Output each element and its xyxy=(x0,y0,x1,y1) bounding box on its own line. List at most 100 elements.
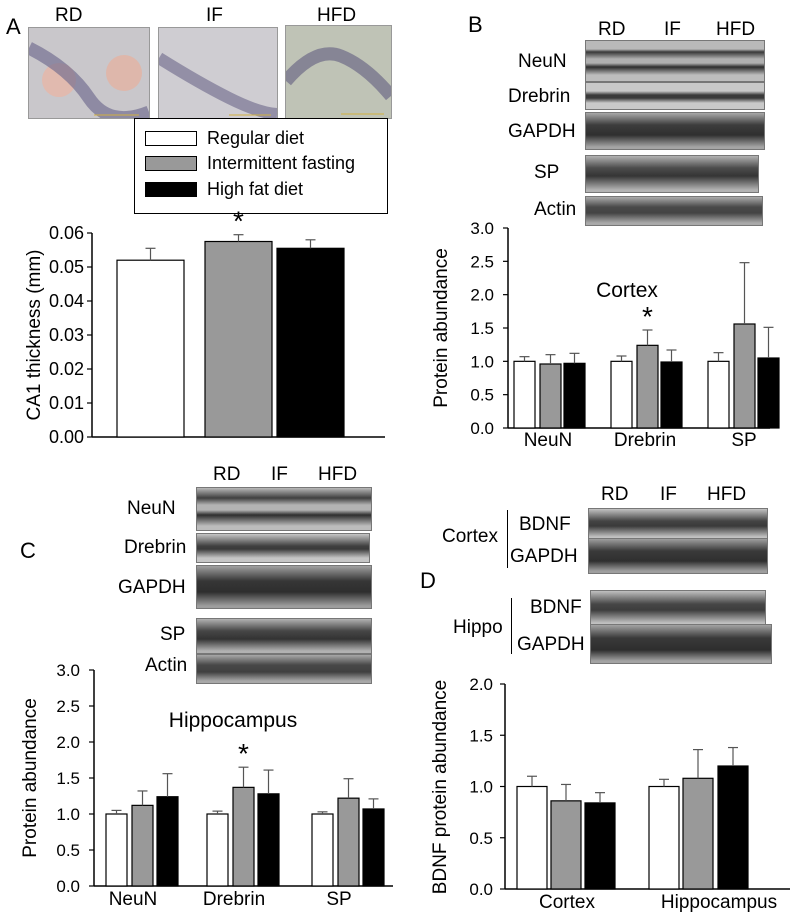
legend-label-hfd: High fat diet xyxy=(207,179,304,199)
blot-c-drebrin xyxy=(196,533,370,563)
legend-swatch-regular xyxy=(145,131,197,146)
chart-d-bar xyxy=(717,765,749,890)
chart-a-ytick-label: 0.00 xyxy=(49,427,84,447)
blot-b-col-rd: RD xyxy=(598,19,626,40)
legend: Regular diet Intermittent fasting High f… xyxy=(134,118,388,214)
blot-b-drebrin xyxy=(585,82,765,110)
chart-a-significance-mark: * xyxy=(233,206,244,237)
panel-letter-b: B xyxy=(468,12,483,37)
blot-c-gapdh xyxy=(196,565,372,609)
chart-c-ytick-label: 3.0 xyxy=(56,661,80,680)
chart-c-category-label: Drebrin xyxy=(203,889,265,910)
blot-c-neun xyxy=(196,487,372,531)
blot-d-cortex-divider xyxy=(507,510,508,568)
blot-d-group-cortex: Cortex xyxy=(442,526,498,547)
chart-d-category-label: Cortex xyxy=(539,892,595,913)
chart-b-ytick-label: 2.5 xyxy=(470,252,494,271)
chart-d-bar xyxy=(648,785,680,890)
chart-b-ytick-label: 1.5 xyxy=(470,319,494,338)
blot-d-hippo-gapdh xyxy=(590,624,772,664)
panel-letter-d: D xyxy=(420,568,436,593)
chart-b-bar xyxy=(733,323,756,429)
chart-b-bar xyxy=(563,362,586,429)
blot-d-col-if: IF xyxy=(660,484,677,505)
micrograph-label-rd: RD xyxy=(55,5,83,26)
micrograph-if xyxy=(158,27,278,119)
blot-c-label-drebrin: Drebrin xyxy=(124,537,187,558)
chart-a-bar xyxy=(276,247,345,438)
chart-d-bar xyxy=(682,777,714,890)
blot-c-sp xyxy=(196,618,372,654)
micrograph-hfd xyxy=(285,25,392,119)
chart-c-bar xyxy=(232,786,255,887)
chart-c-bar xyxy=(156,796,179,887)
blot-d-col-rd: RD xyxy=(601,484,629,505)
chart-c-bar xyxy=(311,813,334,887)
blot-c-label-actin: Actin xyxy=(145,655,188,676)
blot-b-label-sp: SP xyxy=(534,162,560,183)
panel-letter-c: C xyxy=(20,538,36,563)
chart-b-ytick-label: 0.0 xyxy=(470,419,494,438)
chart-b-bar xyxy=(660,361,683,429)
chart-c-significance-mark: * xyxy=(238,738,249,769)
blot-b-col-hfd: HFD xyxy=(716,19,756,40)
chart-c-bar xyxy=(131,804,154,887)
chart-c-bar xyxy=(337,797,360,887)
chart-a-bar xyxy=(204,240,273,438)
chart-d-ytick-label: 2.0 xyxy=(469,675,493,694)
micrograph-rd xyxy=(28,27,150,119)
blot-d-cortex-gapdh xyxy=(588,538,768,574)
chart-a-bar xyxy=(116,259,185,438)
blot-c-actin xyxy=(196,654,372,684)
chart-c-bar xyxy=(257,793,280,887)
blot-c-label-sp: SP xyxy=(160,624,186,645)
blot-c-col-hfd: HFD xyxy=(318,464,358,485)
chart-a-ytick-label: 0.01 xyxy=(49,393,84,413)
chart-d-ytick-label: 0.0 xyxy=(469,880,493,899)
chart-c-ytick-label: 1.0 xyxy=(56,805,80,824)
chart-c-category-label: SP xyxy=(326,889,351,910)
chart-a-ytick-label: 0.03 xyxy=(49,325,84,345)
blot-b-actin xyxy=(585,196,763,226)
chart-c-category-label: NeuN xyxy=(109,889,158,910)
blot-b-label-neun: NeuN xyxy=(518,51,567,72)
chart-c-bar xyxy=(206,813,229,887)
chart-c-ytick-label: 2.5 xyxy=(56,697,80,716)
chart-b-ytick-label: 2.0 xyxy=(470,286,494,305)
chart-b-category-label: Drebrin xyxy=(614,430,676,451)
blot-d-hippo-label-gapdh: GAPDH xyxy=(517,634,585,655)
chart-c-ytick-label: 1.5 xyxy=(56,769,80,788)
blot-c-col-if: IF xyxy=(271,464,288,485)
chart-b-ytick-label: 3.0 xyxy=(470,219,494,238)
chart-b-bar xyxy=(513,360,536,429)
blot-b-sp xyxy=(585,155,759,193)
chart-b-bar xyxy=(610,360,633,429)
blot-d-cortex-label-gapdh: GAPDH xyxy=(510,546,578,567)
blot-b-neun xyxy=(585,40,765,82)
chart-c-ytick-label: 0.5 xyxy=(56,841,80,860)
chart-a-ytick-label: 0.02 xyxy=(49,359,84,379)
blot-d-cortex-label-bdnf: BDNF xyxy=(519,514,571,535)
chart-b-ylabel: Protein abundance xyxy=(431,248,452,408)
chart-d-category-label: Hippocampus xyxy=(661,892,777,913)
blot-b-gapdh xyxy=(585,112,765,150)
chart-d-bar xyxy=(584,802,616,890)
chart-a-ytick-label: 0.04 xyxy=(49,291,84,311)
chart-b-bar xyxy=(757,357,780,429)
blot-c-col-rd: RD xyxy=(213,464,241,485)
chart-b-category-label: SP xyxy=(731,430,756,451)
chart-b-title: Cortex xyxy=(596,279,658,302)
chart-d-ytick-label: 1.5 xyxy=(469,726,493,745)
blot-b-col-if: IF xyxy=(664,19,681,40)
chart-b-bar xyxy=(539,363,562,429)
chart-c-bar xyxy=(362,808,385,887)
blot-d-hippo-divider xyxy=(511,598,512,654)
chart-b-significance-mark: * xyxy=(642,301,653,332)
chart-c-ytick-label: 0.0 xyxy=(56,877,80,896)
blot-b-label-gapdh: GAPDH xyxy=(508,121,576,142)
chart-d-ylabel: BDNF protein abundance xyxy=(430,680,451,894)
legend-label-if: Intermittent fasting xyxy=(207,153,356,173)
chart-c-bar xyxy=(105,813,128,887)
chart-d-ytick-label: 0.5 xyxy=(469,829,493,848)
